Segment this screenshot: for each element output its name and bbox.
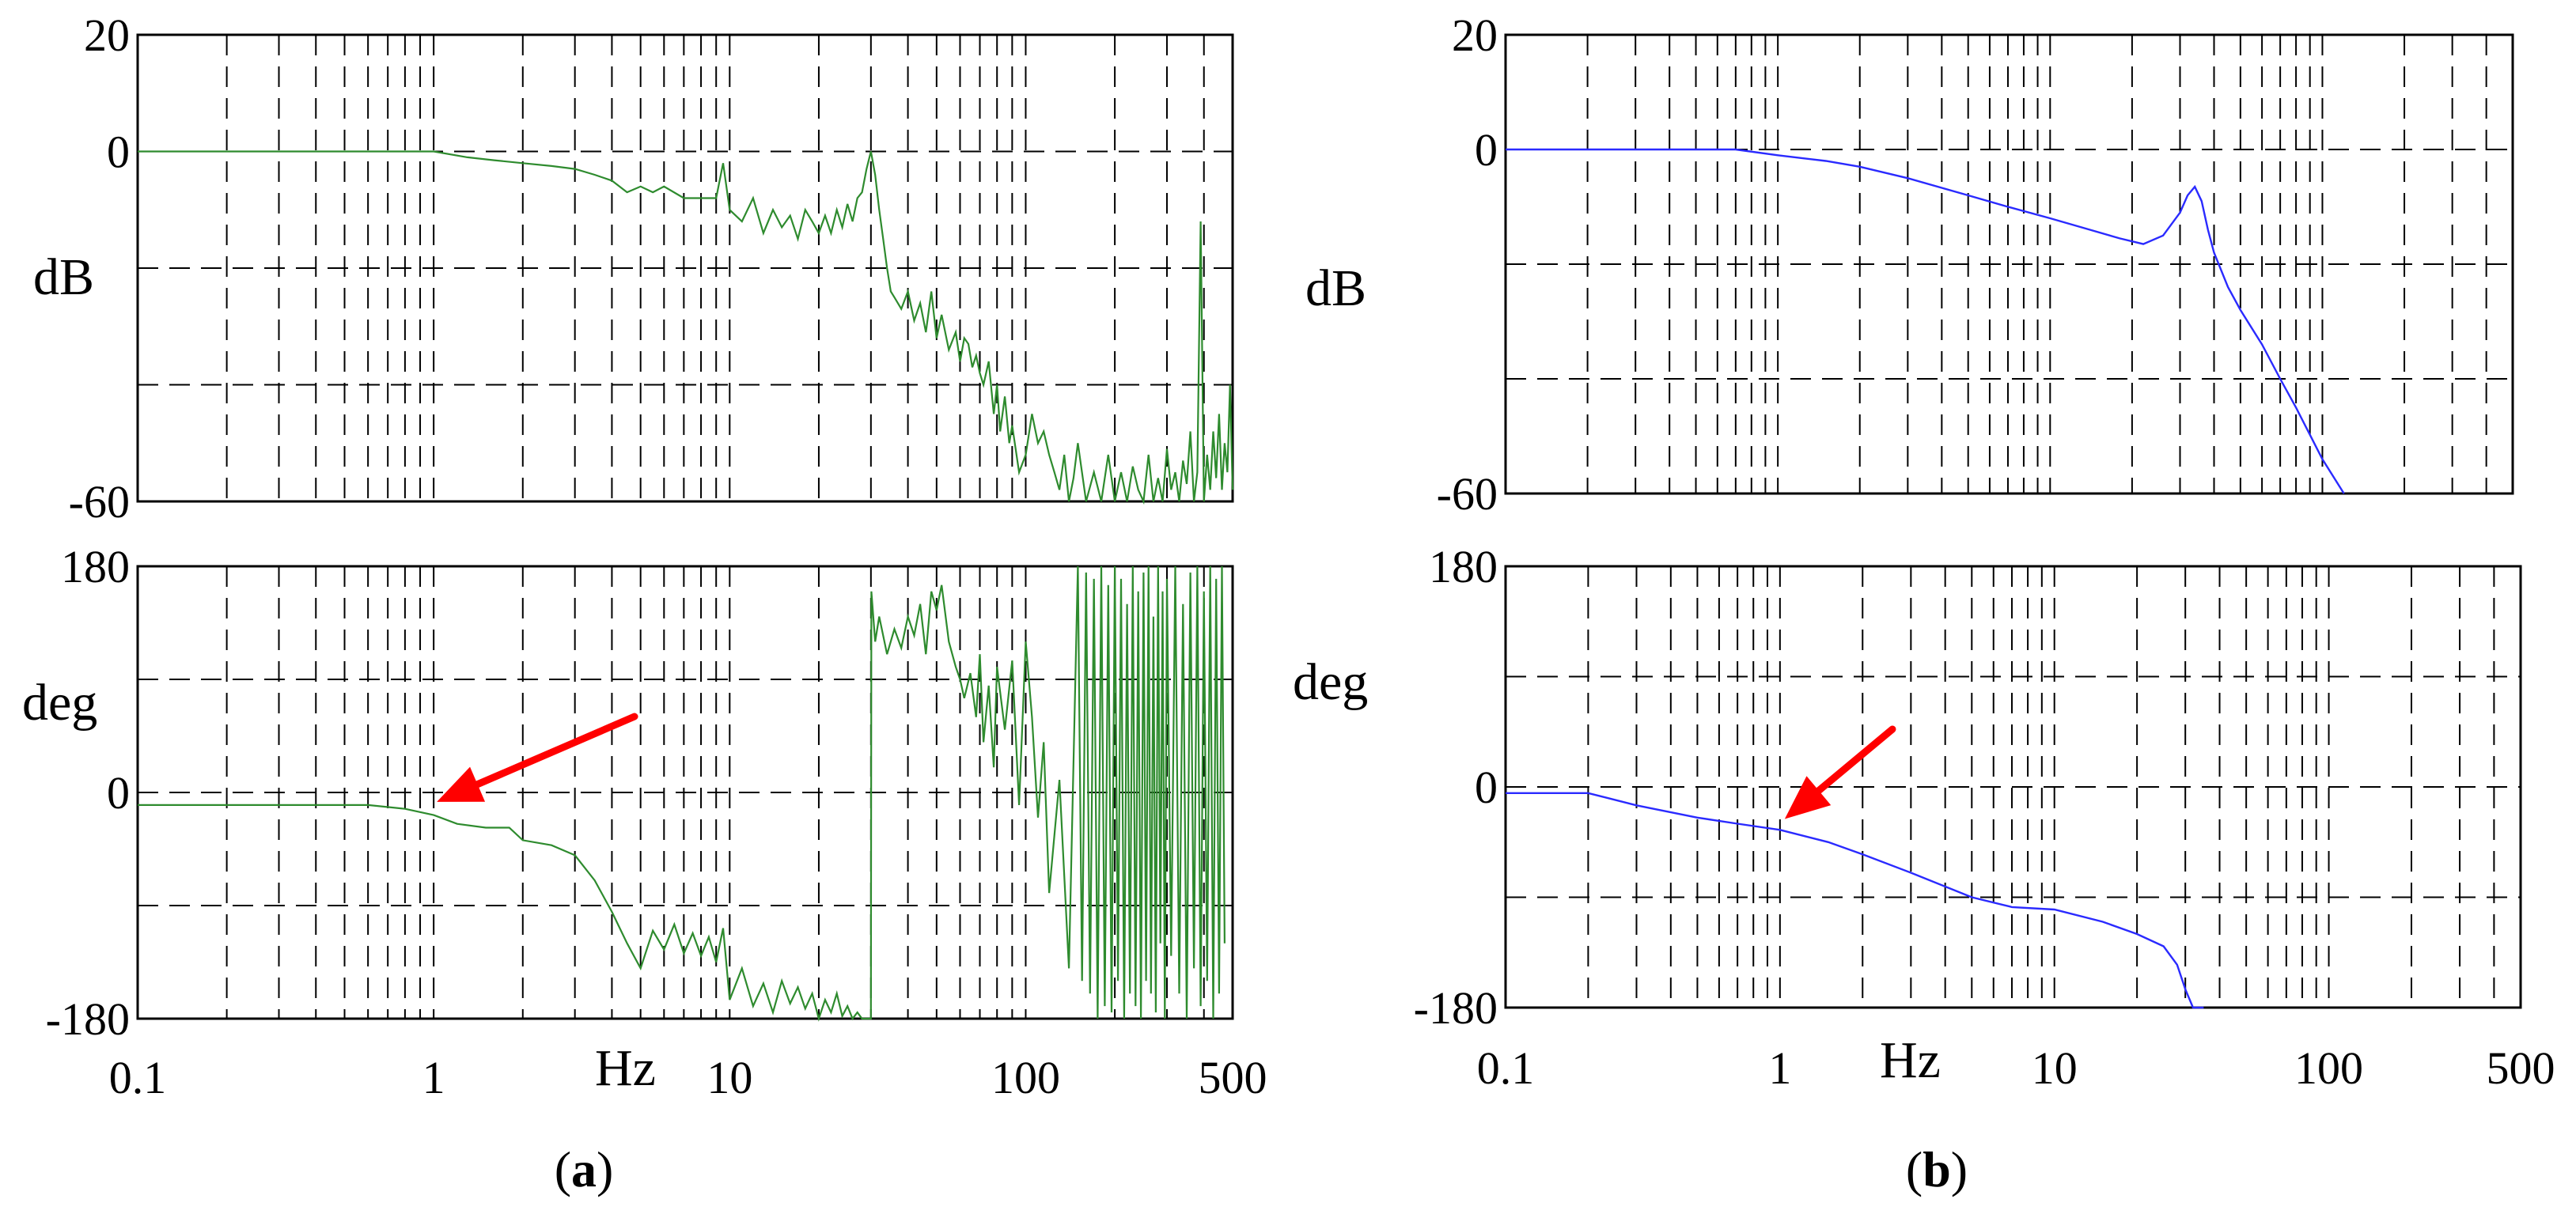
panel-b-magnitude-curve xyxy=(1506,148,2345,494)
panel-b-phase-ylabel: deg xyxy=(1293,653,1368,711)
x-tick-label: 10 xyxy=(2032,1042,2078,1094)
y-tick-label: 20 xyxy=(84,9,130,61)
panel-a-magnitude-frame xyxy=(136,33,1234,503)
x-tick-label: 0.1 xyxy=(1477,1042,1535,1094)
x-tick-label: 10 xyxy=(707,1052,752,1103)
x-tick-label: 1 xyxy=(1768,1042,1791,1094)
y-tick-label: -60 xyxy=(69,476,130,528)
panel-b-arrow xyxy=(1784,725,1896,819)
x-tick-label: 500 xyxy=(1199,1052,1267,1103)
y-tick-label: 180 xyxy=(1429,541,1498,592)
panel-b-x-axis-label: Hz xyxy=(1880,1031,1941,1089)
panel-a-arrow xyxy=(437,713,638,802)
panel-b-magnitude-frame xyxy=(1504,33,2514,495)
y-tick-label: 0 xyxy=(107,767,130,819)
panel-b-phase-frame xyxy=(1504,565,2522,1009)
x-tick-label: 1 xyxy=(422,1052,445,1103)
panel-b-phase-axes: 180 0 -180 0.1 1 10 100 500 deg xyxy=(1293,541,2555,1094)
y-tick-label: -180 xyxy=(46,993,130,1045)
panel-a-magnitude-curve xyxy=(138,150,1234,505)
panel-a-magnitude-axes: 20 0 -60 dB xyxy=(33,9,1234,528)
y-tick-label: 20 xyxy=(1452,9,1498,61)
panel-b-magnitude-ylabel: dB xyxy=(1305,259,1366,317)
panel-a-magnitude-ylabel: dB xyxy=(33,248,94,306)
panel-a-x-axis-label: Hz xyxy=(595,1039,656,1097)
x-tick-label: 100 xyxy=(2294,1042,2363,1094)
x-tick-label: 500 xyxy=(2487,1042,2555,1094)
y-tick-label: -60 xyxy=(1437,468,1498,520)
y-tick-label: 0 xyxy=(107,127,130,178)
panel-a-phase-axes: 180 0 -180 0.1 1 10 100 500 deg xyxy=(22,541,1267,1103)
y-tick-label: 0 xyxy=(1475,762,1498,813)
panel-a-phase-curve xyxy=(138,565,1225,1022)
y-tick-label: 0 xyxy=(1475,124,1498,176)
panel-a-phase-frame xyxy=(136,565,1234,1020)
y-tick-label: -180 xyxy=(1414,982,1498,1034)
x-tick-label: 0.1 xyxy=(109,1052,167,1103)
panel-b-phase-curve xyxy=(1506,792,2204,1009)
x-tick-label: 100 xyxy=(991,1052,1060,1103)
panel-a-caption: (a) xyxy=(555,1141,614,1197)
panel-b-caption: (b) xyxy=(1906,1141,1968,1197)
y-tick-label: 180 xyxy=(61,541,130,592)
panel-a-phase-ylabel: deg xyxy=(22,674,97,732)
panel-b-magnitude-axes: 20 0 -60 dB xyxy=(1305,9,2514,520)
